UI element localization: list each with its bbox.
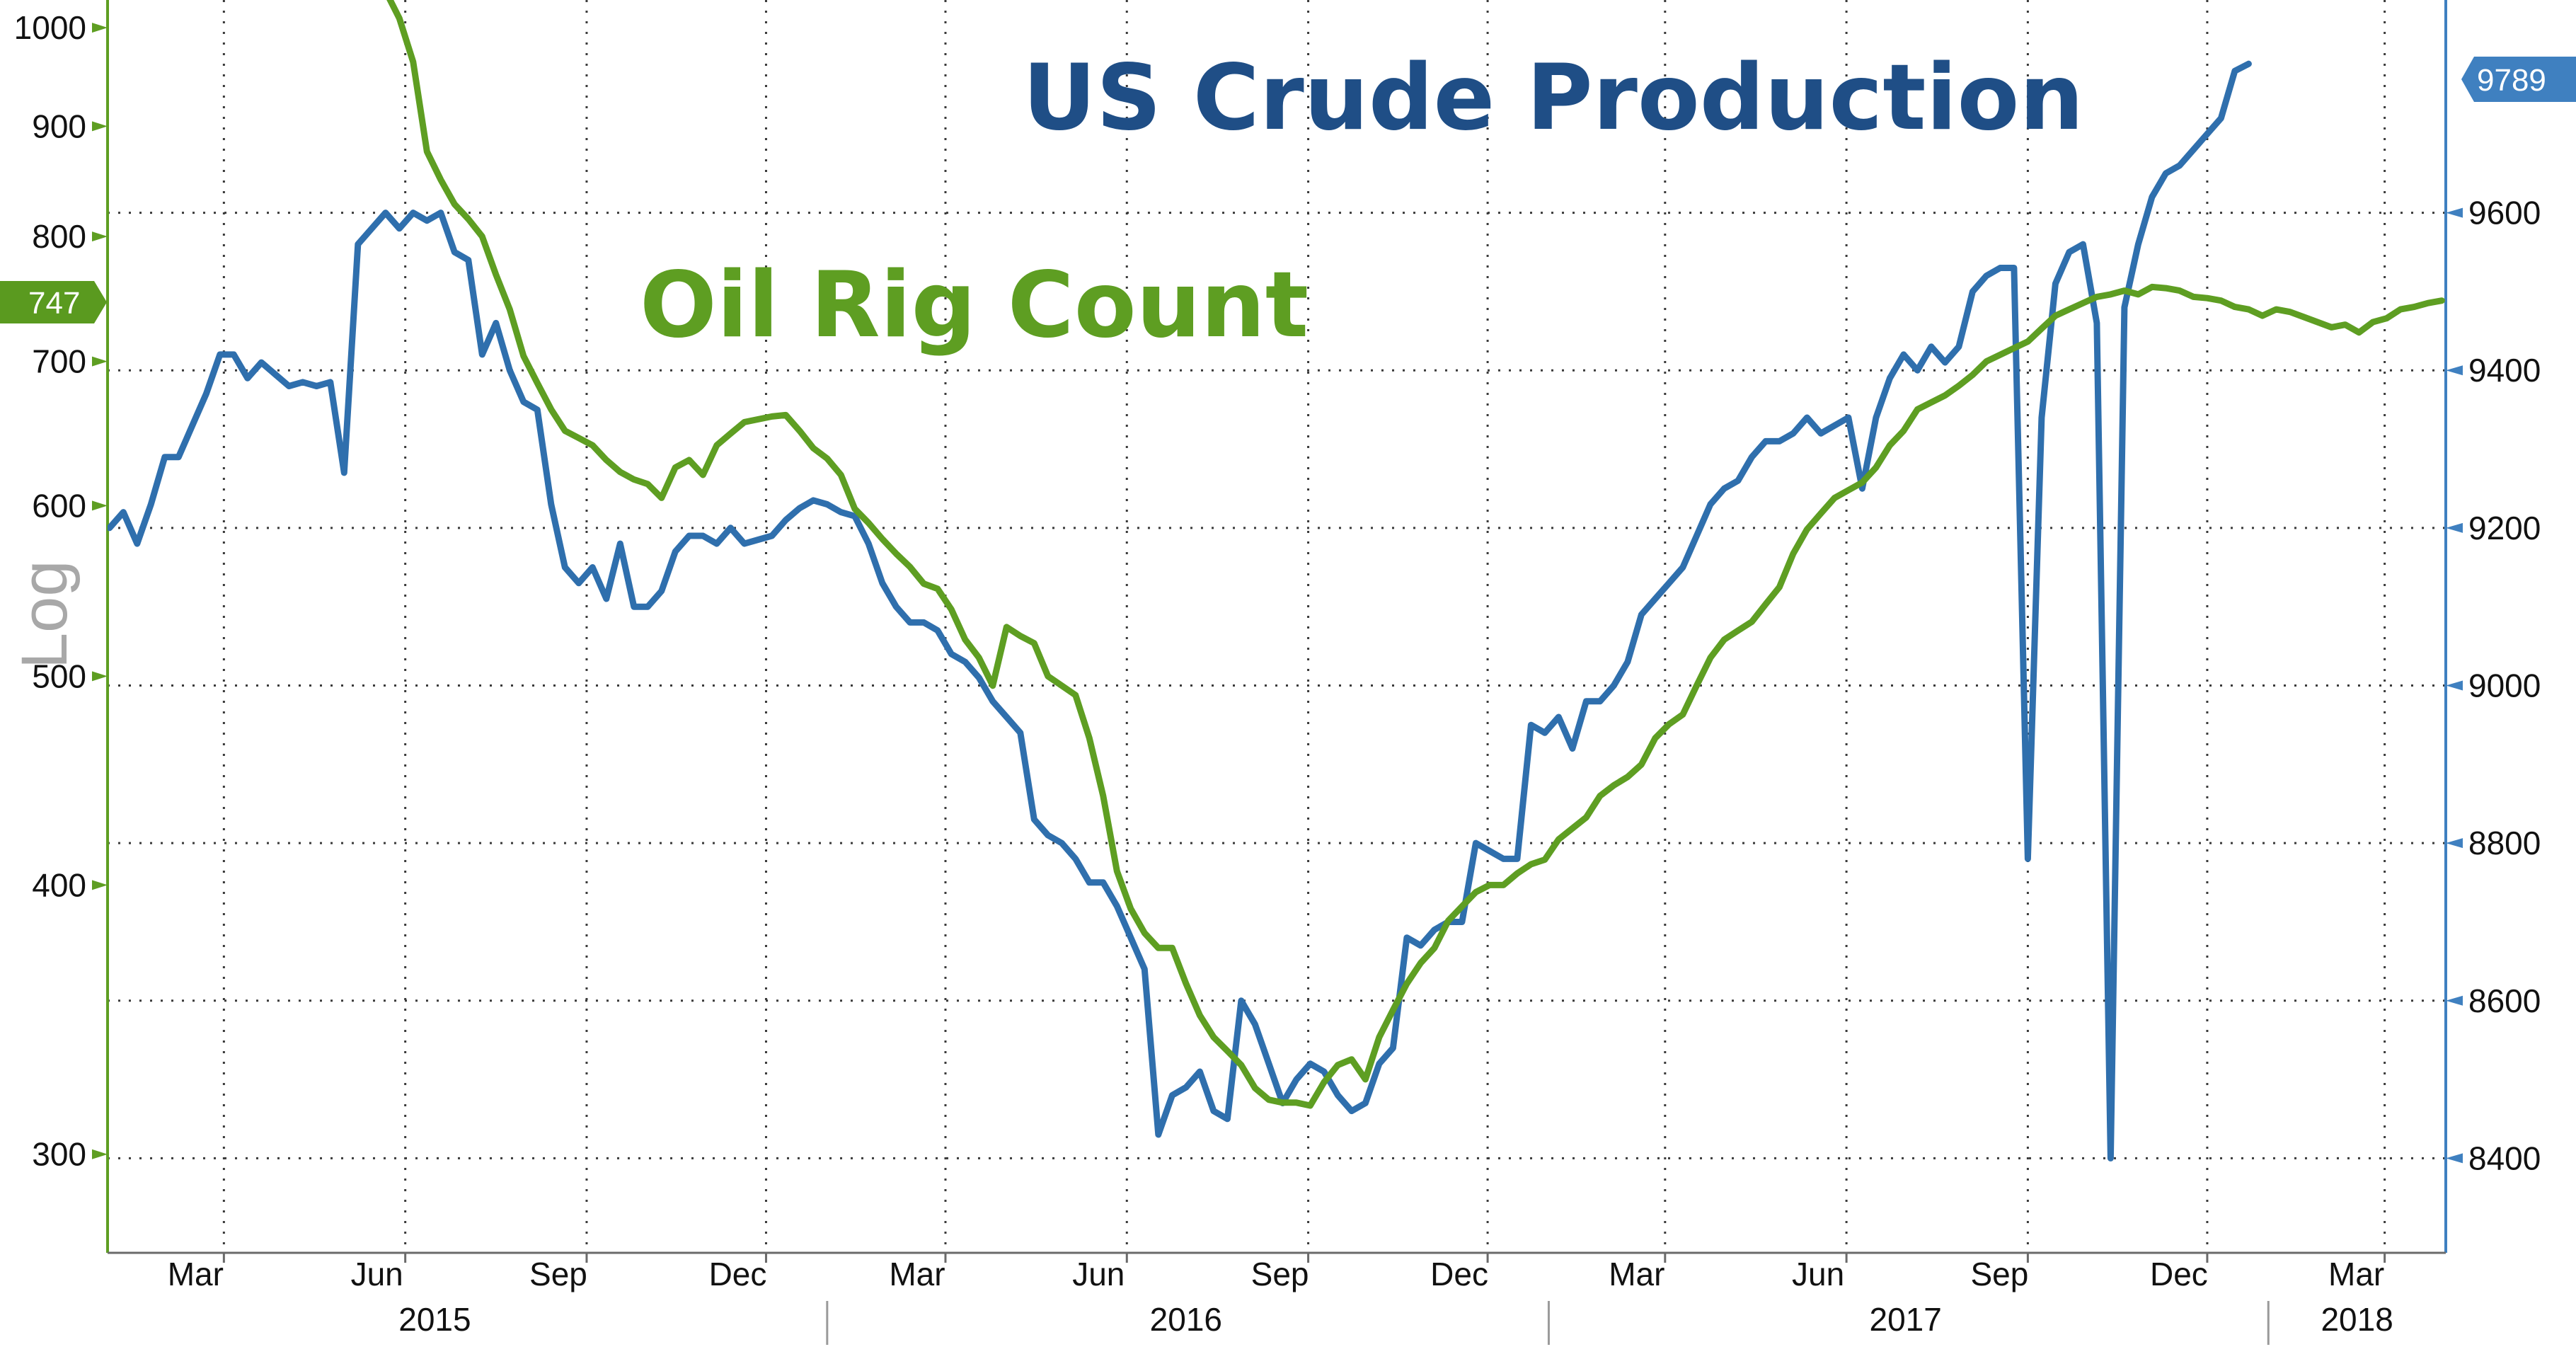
x-axis-year-label: 2017 [1870, 1301, 1942, 1338]
left-axis-tick-label: 700 [32, 343, 86, 380]
x-axis-month-label: Dec [2150, 1256, 2208, 1292]
right-axis-tick [2446, 995, 2463, 1006]
oil-rig-count-line [386, 0, 2445, 1109]
left-axis-tick [92, 671, 108, 682]
x-axis-month-label: Mar [889, 1256, 945, 1292]
x-axis-year-label: 2018 [2321, 1301, 2393, 1338]
axes: 300 400 500 600 700 800 900 1000 8400 8600 8800 900… [14, 0, 2541, 1345]
left-axis-tick-label: 1000 [14, 9, 86, 46]
right-axis-tick-label: 8800 [2468, 825, 2541, 861]
grid [108, 0, 2446, 1253]
right-axis-tick-label: 8400 [2468, 1140, 2541, 1176]
left-axis-tick [92, 500, 108, 511]
right-axis-tick [2446, 365, 2463, 376]
right-axis-tick-label: 9200 [2468, 510, 2541, 546]
rig-count-badge-value: 747 [28, 286, 80, 321]
left-axis-tick-label: 500 [32, 658, 86, 694]
right-axis-tick-label: 8600 [2468, 982, 2541, 1019]
left-axis-tick [92, 1149, 108, 1159]
left-axis-tick-label: 300 [32, 1136, 86, 1173]
x-axis-year-label: 2016 [1150, 1301, 1222, 1338]
rig-count-title: Oil Rig Count [640, 253, 1309, 358]
x-axis-year-label: 2015 [398, 1301, 471, 1338]
left-axis-tick [92, 121, 108, 132]
production-badge-value: 9789 [2477, 63, 2546, 98]
left-axis-tick-label: 600 [32, 487, 86, 524]
x-axis-month-label: Mar [1609, 1256, 1664, 1292]
left-axis-tick-label: 800 [32, 218, 86, 255]
x-axis-month-label: Mar [168, 1256, 224, 1292]
x-axis-month-label: Jun [351, 1256, 403, 1292]
left-axis-tick-label: 900 [32, 108, 86, 144]
right-axis-tick-label: 9000 [2468, 667, 2541, 704]
x-axis-month-label: Jun [1072, 1256, 1125, 1292]
x-axis-month-label: Jun [1792, 1256, 1844, 1292]
us-crude-production-line [108, 60, 2252, 1162]
production-title: US Crude Production [1023, 45, 2084, 151]
x-axis-month-label: Dec [709, 1256, 767, 1292]
production-badge: 9789 [2461, 57, 2576, 102]
x-axis-month-label: Sep [1251, 1256, 1309, 1292]
left-axis-tick [92, 23, 108, 33]
right-axis-tick-label: 9400 [2468, 352, 2541, 389]
left-axis-tick [92, 231, 108, 242]
right-axis-tick [2446, 838, 2463, 849]
series-lines [108, 0, 2445, 1162]
right-axis-tick [2446, 207, 2463, 218]
left-axis-tick [92, 356, 108, 367]
x-axis-month-label: Dec [1430, 1256, 1488, 1292]
x-axis-month-label: Sep [1970, 1256, 2028, 1292]
x-axis-month-label: Sep [529, 1256, 587, 1292]
right-axis-tick-label: 9600 [2468, 195, 2541, 231]
left-axis-tick [92, 880, 108, 890]
rig-count-badge: 747 [0, 281, 107, 323]
right-axis-tick [2446, 522, 2463, 533]
x-axis-month-label: Mar [2328, 1256, 2384, 1292]
right-axis-tick [2446, 680, 2463, 691]
right-axis-tick [2446, 1153, 2463, 1164]
log-scale-label: Log [8, 561, 81, 670]
left-axis-tick-label: 400 [32, 866, 86, 903]
last-value-badges: 747 9789 [0, 57, 2576, 323]
